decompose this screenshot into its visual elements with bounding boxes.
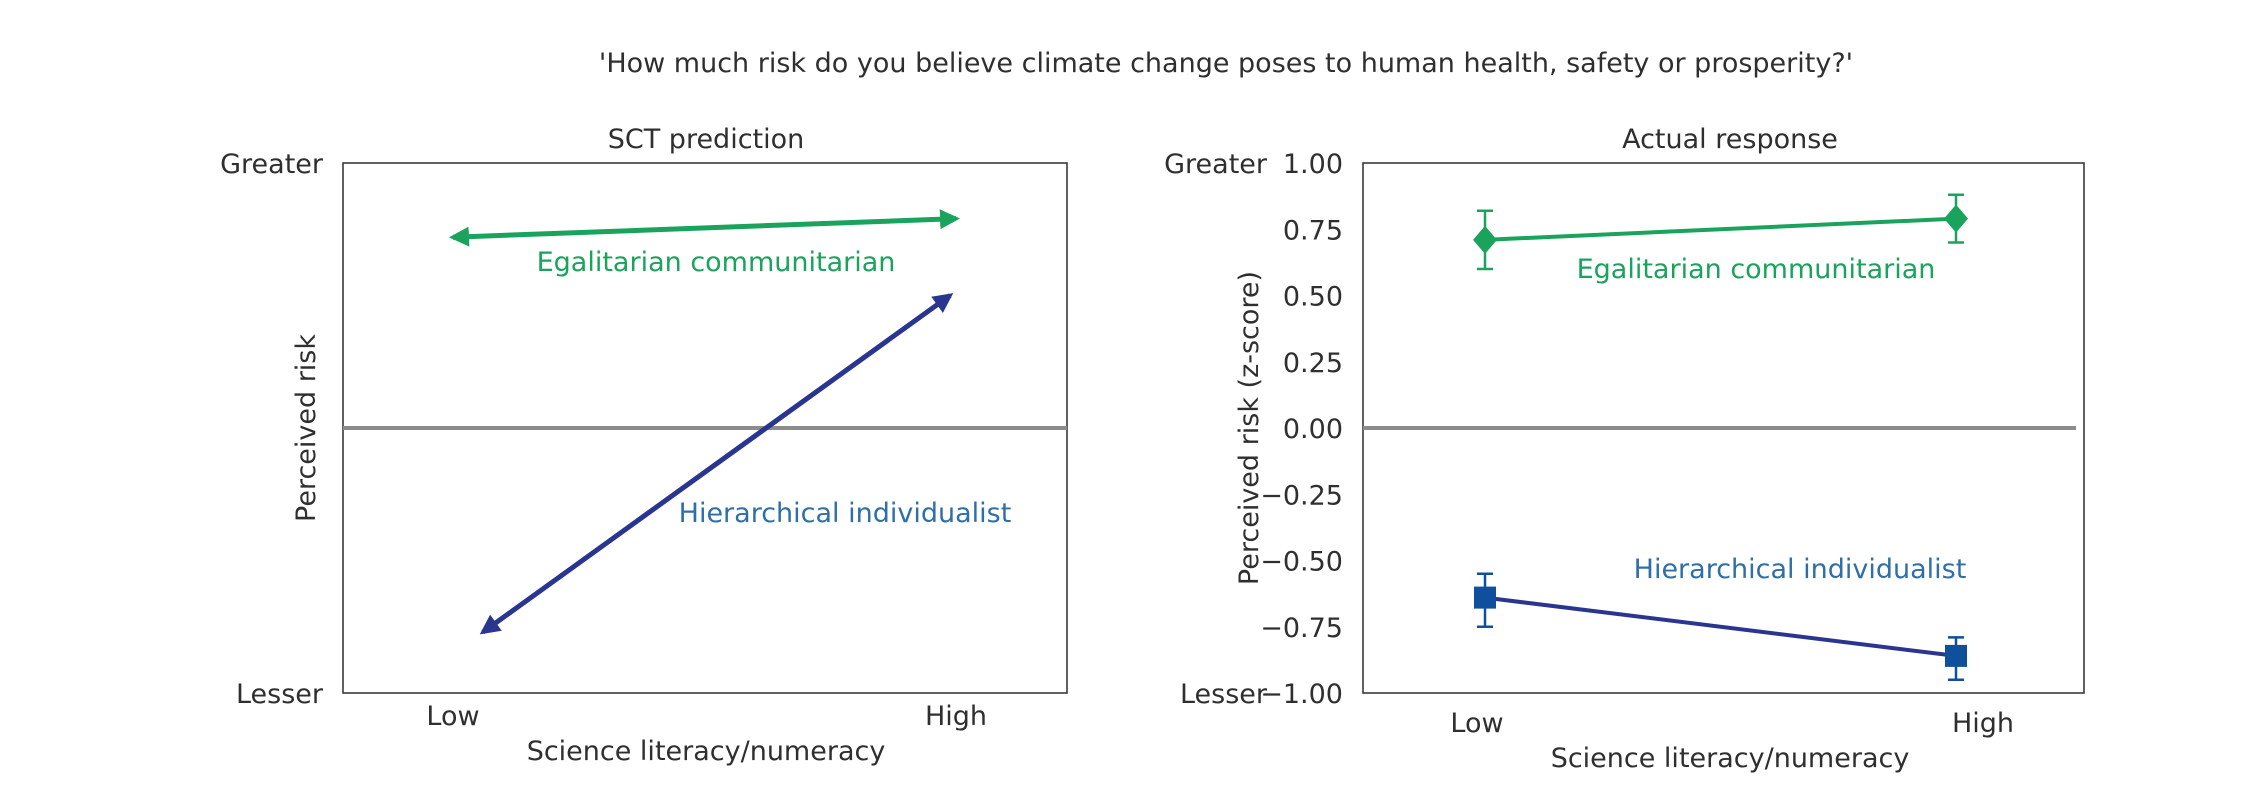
sct-panel-title: SCT prediction — [608, 124, 805, 155]
actual-y-tick-label: 0.25 — [1283, 348, 1343, 379]
actual-greater-label: Greater — [1164, 149, 1268, 180]
actual-x-tick-high: High — [1952, 708, 2014, 739]
actual-y-tick-label: −0.25 — [1260, 480, 1343, 511]
sct-greater-label: Greater — [220, 149, 324, 180]
sct-x-tick-high: High — [925, 701, 987, 732]
actual-series-line — [1484, 595, 1957, 658]
actual-x-tick-low: Low — [1450, 708, 1503, 739]
sct-hierarchical-label: Hierarchical individualist — [679, 498, 1012, 529]
actual-hierarchical-label: Hierarchical individualist — [1634, 554, 1967, 585]
sct-prediction-panel: SCT prediction Greater Lesser Low High S… — [220, 124, 1068, 767]
figure-title: 'How much risk do you believe climate ch… — [599, 48, 1853, 79]
actual-series-line — [1484, 216, 1957, 242]
actual-panel-title: Actual response — [1622, 124, 1838, 155]
actual-response-panel: Actual response Greater Lesser 1.00 0.75 0… — [1164, 124, 2085, 774]
actual-y-tick-label: 0.50 — [1283, 282, 1343, 313]
actual-y-tick-label: −0.50 — [1260, 547, 1343, 578]
sct-y-axis-label: Perceived risk — [291, 334, 322, 522]
actual-y-axis-label: Perceived risk (z-score) — [1234, 271, 1265, 585]
sct-egalitarian-arrow — [449, 209, 960, 247]
actual-series-group — [1473, 193, 1968, 681]
actual-y-ticks: 1.00 0.75 0.50 0.25 0.00 −0.25 −0.50 −0.75 −1.00 — [1260, 149, 1343, 710]
sct-x-axis-label: Science literacy/numeracy — [527, 736, 886, 767]
actual-point-diamond — [1473, 225, 1497, 254]
actual-y-tick-label: 0.75 — [1283, 215, 1343, 246]
sct-egalitarian-label: Egalitarian communitarian — [537, 247, 896, 278]
actual-x-axis-label: Science literacy/numeracy — [1551, 743, 1910, 774]
actual-y-tick-label: −1.00 — [1260, 679, 1343, 710]
actual-y-tick-label: 1.00 — [1283, 149, 1343, 180]
sct-lesser-label: Lesser — [236, 679, 324, 710]
actual-egalitarian-label: Egalitarian communitarian — [1577, 254, 1936, 285]
sct-x-tick-low: Low — [426, 701, 479, 732]
actual-lesser-label: Lesser — [1180, 679, 1268, 710]
actual-point-square — [1474, 586, 1496, 609]
actual-point-diamond — [1944, 204, 1968, 233]
actual-y-tick-label: −0.75 — [1260, 613, 1343, 644]
actual-y-tick-label: 0.00 — [1283, 414, 1343, 445]
sct-hierarchical-arrow — [479, 293, 954, 635]
actual-point-square — [1945, 644, 1967, 667]
